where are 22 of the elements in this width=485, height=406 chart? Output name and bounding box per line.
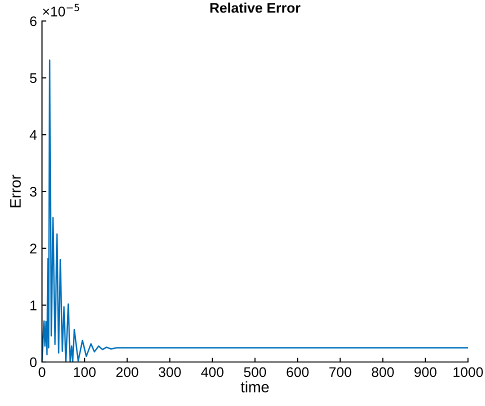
x-tick-label: 100 (74, 367, 96, 378)
x-tick-label: 900 (414, 367, 436, 378)
y-tick-label: 1 (30, 300, 36, 310)
x-tick-label: 1000 (454, 367, 483, 378)
chart-title: Relative Error (210, 2, 300, 13)
x-tick-label: 200 (116, 367, 138, 378)
y-tick-label: 3 (30, 186, 37, 197)
y-tick-label: 2 (30, 244, 36, 254)
x-axis-title: time (240, 381, 269, 392)
y-tick-label: 0 (30, 357, 37, 368)
x-tick-label: 700 (329, 367, 352, 378)
x-tick-label: 300 (158, 367, 181, 378)
y-tick-label: 5 (30, 73, 37, 84)
x-tick-label: 400 (201, 367, 224, 378)
x-tick-label: 0 (38, 367, 46, 378)
x-tick-label: 600 (286, 367, 309, 378)
x-tick-label: 500 (244, 367, 266, 378)
y-axis-title: Error (10, 174, 21, 208)
x-tick-label: 800 (372, 367, 394, 378)
text: ×10$^{−5}$ (42, 4, 80, 16)
y-tick-label: 6 (30, 16, 37, 26)
y-tick-label: 4 (30, 130, 37, 140)
